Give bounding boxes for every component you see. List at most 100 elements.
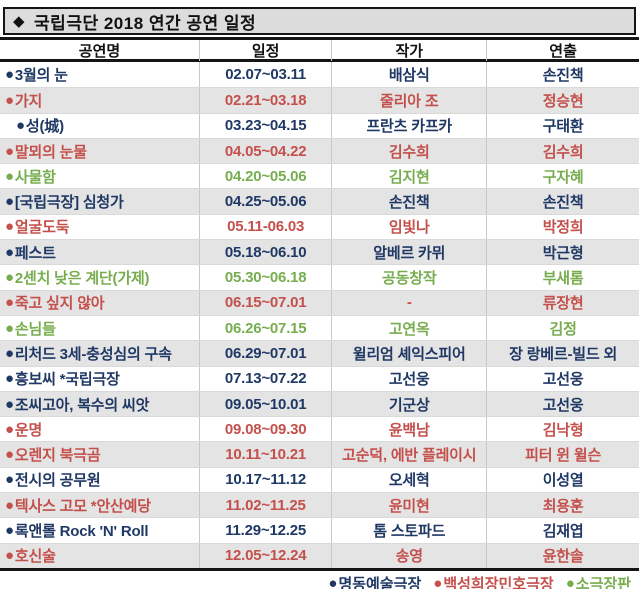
- table-row: ● 3월의 눈 02.07~03.11 배삼식 손진책: [0, 62, 639, 88]
- performance-title-cell: ● 말뫼의 눈물: [0, 138, 200, 164]
- schedule-cell: 04.25~05.06: [200, 189, 333, 214]
- schedule-cell: 06.29~07.01: [200, 341, 333, 366]
- writer-cell: 윤백남: [332, 417, 488, 442]
- table-row: ● 오렌지 북극곰 10.11~10.21 고순덕, 에반 플레이시 피터 윈 윌슨: [0, 441, 639, 467]
- performance-title: 텍사스 고모 *안산예당: [14, 497, 151, 515]
- director-cell: 최용훈: [542, 497, 584, 515]
- performance-title: 사물함: [14, 168, 56, 186]
- venue-bullet-icon: ●: [5, 395, 14, 413]
- performance-title-cell: ● 페스트: [0, 240, 200, 265]
- venue-bullet-icon: ●: [5, 344, 14, 362]
- performance-title: 죽고 싶지 않아: [14, 295, 105, 313]
- performance-title: 2센치 낮은 계단(가제): [14, 270, 150, 288]
- venue-bullet-icon: ●: [328, 574, 338, 589]
- table-row: ● 죽고 싶지 않아 06.15~07.01- 류장현: [0, 289, 639, 315]
- performance-title-cell: ● 3월의 눈: [0, 62, 200, 88]
- writer-cell: 톰 스토파드: [332, 518, 488, 543]
- schedule-cell: 10.11~10.21: [200, 442, 333, 467]
- performance-title: 성(城): [25, 118, 64, 136]
- legend-item-blue: ● 명동예술극장: [328, 573, 421, 589]
- table-body: ● 3월의 눈 02.07~03.11 배삼식 손진책 ● 가지 02.21~03.18 줄리아…: [0, 62, 639, 568]
- performance-title: 가지: [14, 92, 43, 110]
- venue-bullet-icon: ●: [5, 370, 14, 388]
- writer-cell: 고순덕, 에반 플레이시: [332, 442, 488, 467]
- venue-bullet-icon: ●: [5, 319, 14, 337]
- table-row: ● 텍사스 고모 *안산예당 11.02~11.25 윤미현 최용훈: [0, 492, 639, 518]
- writer-cell: 윌리엄 셰익스피어: [332, 341, 488, 366]
- performance-title-cell: ● [국립극장] 심청가: [0, 189, 200, 214]
- table-row: ● 조씨고아, 복수의 씨앗 09.05~10.01 기군상 고선웅: [0, 390, 639, 417]
- director-cell: 장 랑베르-빌드 외: [509, 345, 618, 363]
- schedule-cell: 02.07~03.11: [200, 62, 333, 88]
- writer-cell: 임빛나: [332, 214, 488, 240]
- performance-title-cell: ● 얼굴도둑: [0, 214, 200, 240]
- performance-title-cell: ● 2센치 낮은 계단(가제): [0, 265, 200, 290]
- venue-bullet-icon: ●: [5, 193, 14, 211]
- schedule-cell: 12.05~12.24: [200, 543, 333, 568]
- writer-cell: 기군상: [332, 391, 488, 417]
- director-cell: 박정희: [542, 219, 584, 237]
- table-row: ● 말뫼의 눈물 04.05~04.22 김수희 김수희: [0, 137, 639, 164]
- writer-cell: 프란츠 카프카: [332, 113, 488, 138]
- director-cell: 김수희: [542, 143, 584, 161]
- venue-bullet-icon: ●: [5, 547, 14, 565]
- writer-cell: -: [332, 290, 488, 315]
- writer-cell: 김수희: [332, 138, 488, 164]
- diamond-icon: ◆: [13, 13, 26, 30]
- director-cell: 류장현: [542, 295, 584, 313]
- performance-title: 호신술: [14, 548, 56, 566]
- venue-bullet-icon: ●: [16, 117, 25, 135]
- legend-label: 백성희장민호극장: [443, 575, 554, 589]
- schedule-cell: 09.08~09.30: [200, 417, 333, 442]
- director-cell: 부새롬: [542, 270, 584, 288]
- performance-title: 페스트: [14, 244, 56, 262]
- table-row: ● 리처드 3세-충성심의 구속 06.29~07.01 윌리엄 셰익스피어 장 랑베르…: [0, 340, 639, 366]
- table-row: ● 페스트 05.18~06.10 알베르 카뮈 박근형: [0, 239, 639, 265]
- writer-cell: 송영: [332, 543, 488, 568]
- writer-cell: 알베르 카뮈: [332, 240, 488, 265]
- performance-title: 손님들: [14, 320, 56, 338]
- schedule-cell: 04.05~04.22: [200, 138, 333, 164]
- director-cell: 고선웅: [542, 371, 584, 389]
- venue-bullet-icon: ●: [565, 574, 575, 589]
- performance-title-cell: ● 사물함: [0, 164, 200, 189]
- venue-bullet-icon: ●: [5, 167, 14, 185]
- performance-title-cell: ● 호신술: [0, 543, 200, 568]
- writer-cell: 손진책: [332, 189, 488, 214]
- venue-bullet-icon: ●: [5, 521, 14, 539]
- venue-bullet-icon: ●: [5, 142, 14, 160]
- director-cell: 이성열: [542, 472, 584, 490]
- page-title: ◆ 국립극단 2018 연간 공연 일정: [3, 7, 636, 35]
- director-cell: 피터 윈 윌슨: [525, 447, 602, 465]
- table-row: ● 2센치 낮은 계단(가제) 05.30~06.18 공동창작 부새롬: [0, 264, 639, 290]
- performance-title-cell: ● 죽고 싶지 않아: [0, 290, 200, 315]
- schedule-cell: 11.02~11.25: [200, 493, 333, 518]
- table-row: ● 호신술 12.05~12.24 송영 윤한솔: [0, 542, 639, 568]
- venue-bullet-icon: ●: [5, 420, 14, 438]
- schedule-cell: 10.17~11.12: [200, 467, 333, 493]
- venue-bullet-icon: ●: [5, 243, 14, 261]
- schedule-cell: 05.30~06.18: [200, 265, 333, 290]
- venue-bullet-icon: ●: [5, 269, 14, 287]
- schedule-cell: 04.20~05.06: [200, 164, 333, 189]
- performance-title-cell: ● 가지: [0, 88, 200, 113]
- director-cell: 고선웅: [542, 396, 584, 414]
- schedule-table: 공연명 일정 작가 연출 ● 3월의 눈 02.07~03.11 배삼식 손진책 ● 가지 0…: [0, 37, 639, 571]
- venue-bullet-icon: ●: [5, 496, 14, 514]
- performance-title-cell: ● 운명: [0, 417, 200, 442]
- table-row: ● 손님들 06.26~07.15 고연옥 김정: [0, 314, 639, 341]
- venue-bullet-icon: ●: [5, 471, 14, 489]
- legend-item-red: ● 백성희장민호극장: [433, 573, 553, 589]
- table-row: ● 가지 02.21~03.18 줄리아 조 정승현: [0, 87, 639, 113]
- writer-cell: 배삼식: [332, 62, 488, 88]
- performance-title: 3월의 눈: [14, 67, 68, 85]
- column-header-writer: 작가: [332, 40, 488, 61]
- table-row: ● 록앤롤 Rock 'N' Roll 11.29~12.25 톰 스토파드 김재엽: [0, 517, 639, 543]
- schedule-cell: 06.15~07.01: [200, 290, 333, 315]
- director-cell: 손진책: [542, 194, 584, 212]
- performance-title-cell: ● 록앤롤 Rock 'N' Roll: [0, 518, 200, 543]
- performance-title-cell: ● 손님들: [0, 315, 200, 341]
- venue-bullet-icon: ●: [433, 574, 443, 589]
- writer-cell: 김지현: [332, 164, 488, 189]
- director-cell: 박근형: [542, 244, 584, 262]
